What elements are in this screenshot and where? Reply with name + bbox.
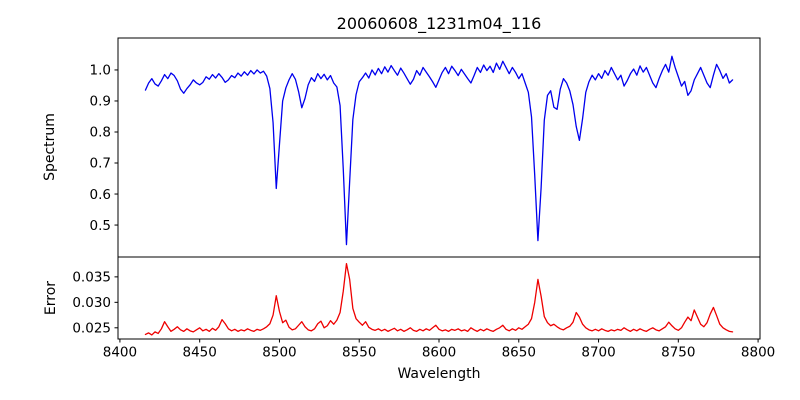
x-tick-label: 8400	[103, 345, 137, 361]
spectrum-line	[144, 55, 734, 246]
y-tick-label: 0.8	[90, 125, 111, 141]
y-tick-label: 0.9	[90, 94, 111, 110]
x-axis-label: Wavelength	[397, 366, 480, 382]
spectrum-y-axis-label: Spectrum	[42, 113, 58, 181]
y-tick-label: 0.7	[90, 156, 111, 172]
x-tick-label: 8500	[262, 345, 296, 361]
error-line	[144, 262, 734, 336]
x-tick-label: 8550	[342, 345, 376, 361]
x-axis-ticks: 8400 8450 8500 8550 8600 8650 8700 8750 8800	[103, 339, 775, 361]
y-tick-label: 1.0	[90, 63, 111, 79]
y-tick-label: 0.035	[72, 270, 111, 286]
error-panel	[117, 256, 761, 340]
x-tick-label: 8700	[581, 345, 615, 361]
x-tick-label: 8750	[661, 345, 695, 361]
y-tick-label: 0.025	[72, 321, 111, 337]
x-tick-label: 8800	[741, 345, 775, 361]
y-tick-label: 0.5	[90, 218, 111, 234]
x-tick-label: 8650	[502, 345, 536, 361]
y-tick-label: 0.030	[72, 295, 111, 311]
error-y-axis-label: Error	[43, 281, 59, 315]
x-tick-label: 8450	[183, 345, 217, 361]
x-tick-label: 8600	[422, 345, 456, 361]
figure-title: 20060608_1231m04_116	[337, 14, 542, 34]
spectrum-panel	[117, 37, 761, 258]
y-tick-label: 0.6	[90, 187, 111, 203]
plot-lines	[144, 55, 734, 336]
spectrum-y-axis-ticks: 0.5 0.6 0.7 0.8 0.9 1.0	[90, 63, 118, 234]
error-y-axis-ticks: 0.025 0.030 0.035	[72, 270, 118, 337]
